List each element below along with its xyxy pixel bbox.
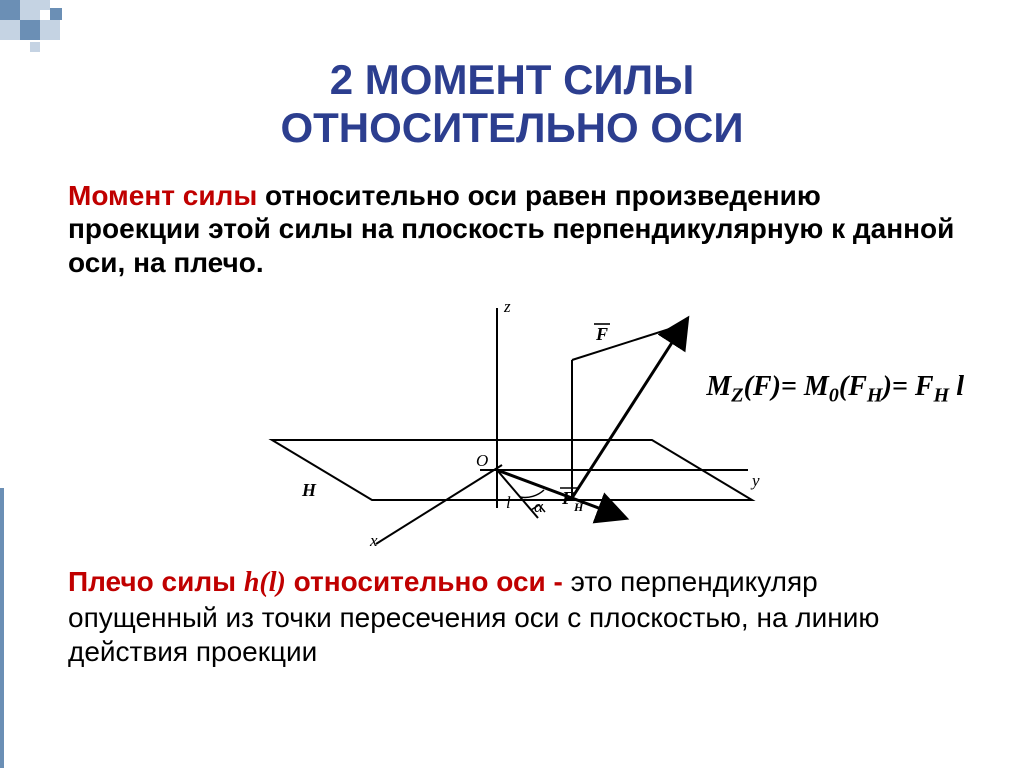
arm-lead2: относительно оси -	[286, 566, 571, 597]
formula: MZ(F)= M0(FH)= FH l	[706, 371, 964, 408]
svg-text:H: H	[301, 480, 317, 500]
definition-text: Момент силы относительно оси равен произ…	[0, 179, 1024, 280]
diagram-row: z y x O H F FH l α MZ(F)= M0(FH)= FH l	[0, 285, 1024, 555]
corner-decoration	[0, 0, 80, 60]
arm-definition: Плечо силы h(l) относительно оси - это п…	[0, 555, 1024, 668]
arm-symbol: h(l)	[244, 567, 286, 598]
title-line-2: ОТНОСИТЕЛЬНО ОСИ	[280, 104, 743, 151]
svg-text:z: z	[503, 297, 511, 316]
svg-text:l: l	[506, 493, 511, 512]
svg-text:FH: FH	[561, 488, 584, 514]
svg-text:x: x	[369, 531, 378, 550]
moment-diagram: z y x O H F FH l α	[252, 290, 772, 550]
svg-text:F: F	[595, 324, 608, 344]
definition-lead: Момент силы	[68, 180, 257, 211]
svg-text:y: y	[750, 471, 760, 490]
title-line-1: 2 МОМЕНТ СИЛЫ	[330, 56, 694, 103]
slide-title: 2 МОМЕНТ СИЛЫ ОТНОСИТЕЛЬНО ОСИ	[0, 0, 1024, 179]
svg-text:O: O	[476, 451, 488, 470]
svg-text:α: α	[534, 497, 544, 516]
arm-lead: Плечо силы	[68, 566, 244, 597]
